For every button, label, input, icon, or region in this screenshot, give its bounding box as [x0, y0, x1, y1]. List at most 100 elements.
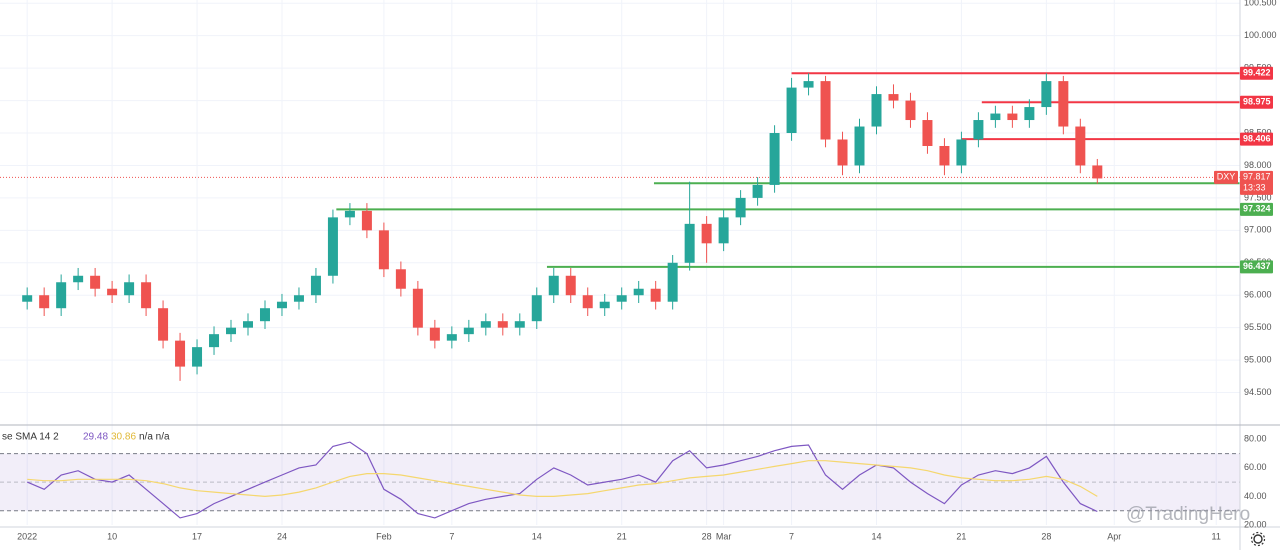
candle-body	[769, 133, 780, 185]
indicator-line	[27, 460, 1098, 498]
indicator-tick-label: 80.00	[1244, 434, 1267, 444]
candle-body	[939, 145, 950, 166]
y-tick-label: 98.000	[1244, 160, 1272, 170]
x-tick-label: 24	[277, 531, 287, 541]
candle-body	[141, 282, 152, 309]
candle-body	[514, 321, 525, 328]
candle-body	[616, 295, 627, 302]
candle-body	[1058, 81, 1069, 127]
level-label: 98.406	[1243, 133, 1271, 143]
x-tick-label: 14	[532, 531, 542, 541]
candle-body	[259, 308, 270, 322]
y-tick-label: 95.500	[1244, 322, 1272, 332]
candle-body	[888, 94, 899, 101]
x-tick-label: 2022	[17, 531, 37, 541]
candle-body	[412, 288, 423, 328]
watermark: @TradingHero	[1126, 504, 1250, 525]
countdown-label: 13:33	[1243, 183, 1266, 193]
candle-body	[158, 308, 169, 341]
candle-body	[1007, 113, 1018, 121]
level-label-box	[1240, 132, 1273, 146]
y-tick-label: 95.000	[1244, 354, 1272, 364]
candle-body	[310, 275, 321, 296]
y-tick-label: 97.500	[1244, 192, 1272, 202]
y-tick-label: 100.000	[1244, 30, 1277, 40]
x-tick-label: 21	[617, 531, 627, 541]
candle-body	[293, 295, 304, 302]
y-tick-label: 94.500	[1244, 387, 1272, 397]
candle-body	[650, 288, 661, 302]
candle-body	[1092, 165, 1103, 179]
candle-body	[39, 295, 50, 309]
candle-body	[276, 301, 287, 309]
candle-body	[463, 327, 474, 335]
candle-body	[752, 184, 763, 198]
candle-body	[820, 81, 831, 140]
candle-body	[1041, 81, 1052, 108]
candle-body	[718, 217, 729, 244]
candle-body	[497, 321, 508, 328]
x-tick-label: 14	[871, 531, 881, 541]
candle-body	[922, 120, 933, 146]
last-price-box	[1240, 170, 1273, 195]
candle-body	[361, 210, 372, 231]
level-label-box	[1240, 95, 1273, 109]
candle-body	[548, 275, 559, 296]
x-tick-label: Apr	[1107, 531, 1121, 541]
x-tick-label: 17	[192, 531, 202, 541]
symbol-box	[1214, 170, 1238, 184]
candle-body	[90, 275, 101, 289]
candle-body	[701, 223, 712, 244]
candle-body	[226, 327, 237, 335]
x-tick-label: 21	[956, 531, 966, 541]
candle-body	[344, 210, 355, 218]
x-tick-label: 7	[789, 531, 794, 541]
candle-body	[684, 223, 695, 263]
symbol-label: DXY	[1217, 172, 1236, 182]
candle-body	[175, 340, 186, 367]
candle-body	[209, 334, 220, 348]
candle-body	[599, 301, 610, 309]
candle-body	[446, 334, 457, 341]
candle-body	[395, 269, 406, 289]
x-tick-label: 28	[1041, 531, 1051, 541]
candle-body	[1024, 107, 1035, 121]
indicator-tick-label: 40.00	[1244, 491, 1267, 501]
indicator-tick-label: 20.00	[1244, 519, 1267, 529]
na-text: n/a n/a	[139, 432, 170, 443]
indicator-tick-label: 60.00	[1244, 462, 1267, 472]
level-label: 99.422	[1243, 68, 1271, 78]
candle-body	[327, 217, 338, 276]
candle-body	[667, 262, 678, 302]
candle-body	[633, 288, 644, 296]
x-tick-label: 11	[1212, 531, 1221, 541]
candle-body	[735, 197, 746, 218]
level-label: 97.324	[1243, 204, 1271, 214]
candle-body	[56, 282, 67, 309]
candle-body	[480, 321, 491, 328]
rsi-value: 29.48	[83, 432, 108, 443]
grid	[0, 0, 1240, 525]
candle-body	[973, 120, 984, 140]
candle-body	[803, 81, 814, 88]
candle-body	[243, 321, 253, 328]
settings-icon[interactable]	[1250, 531, 1266, 547]
candle-body	[531, 295, 542, 322]
y-tick-label: 100.500	[1244, 0, 1277, 8]
candle-body	[107, 288, 118, 296]
level-label-box	[1240, 260, 1273, 274]
last-price-label: 97.817	[1243, 172, 1271, 182]
candle-body	[378, 230, 389, 270]
x-tick-label: Mar	[716, 531, 732, 541]
candle-body	[582, 295, 593, 309]
candle-body	[990, 113, 1001, 121]
candle-body	[429, 327, 440, 341]
candle-body	[22, 295, 33, 302]
x-tick-label: 10	[107, 531, 117, 541]
indicator-line	[26, 441, 1098, 519]
x-tick-label: Feb	[376, 531, 392, 541]
sma-value: 30.86	[111, 432, 136, 443]
y-tick-label: 97.000	[1244, 225, 1272, 235]
